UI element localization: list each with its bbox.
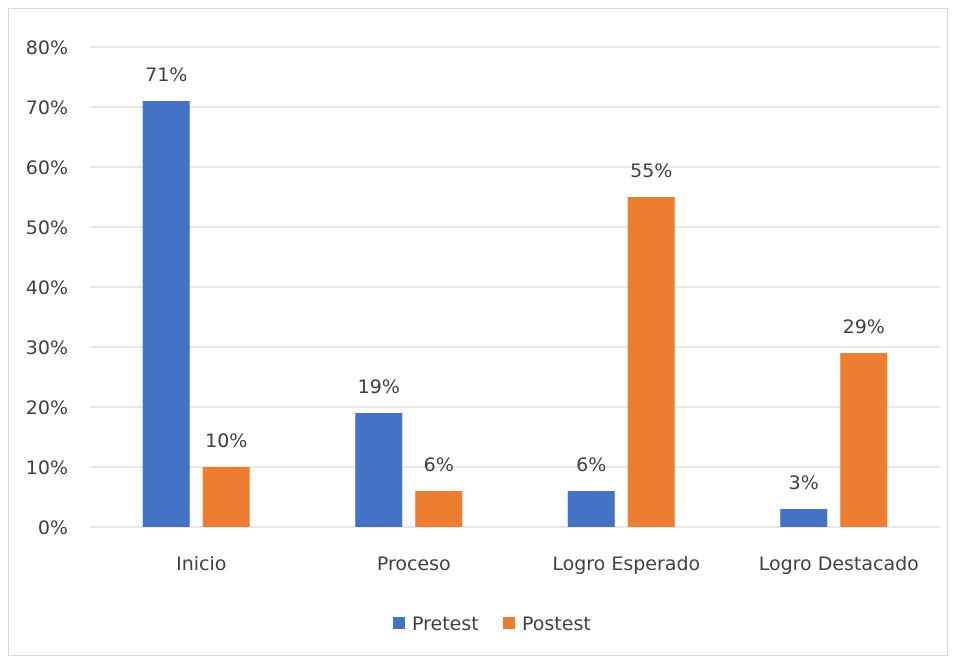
data-label: 6%: [424, 454, 454, 476]
category-label: Inicio: [176, 553, 226, 575]
data-label: 10%: [205, 430, 247, 452]
grid-layer: [90, 46, 940, 528]
x-axis: Inicio Proceso Logro Esperado Logro Destaca…: [176, 553, 919, 575]
y-tick-label: 30%: [26, 337, 68, 359]
legend-swatch-postest: [503, 617, 515, 629]
bar-pretest-proceso: [355, 413, 403, 527]
legend-swatch-pretest: [393, 617, 405, 629]
data-label: 6%: [576, 454, 606, 476]
data-label: 3%: [789, 472, 819, 494]
y-tick-label: 80%: [26, 37, 68, 59]
data-label: 19%: [358, 376, 400, 398]
y-tick-label: 40%: [26, 277, 68, 299]
bar-postest-inicio: [202, 467, 250, 527]
category-label: Proceso: [377, 553, 451, 575]
bar-postest-logro-esperado: [627, 197, 675, 527]
y-tick-label: 70%: [26, 97, 68, 119]
bar-pretest-logro-destacado: [780, 509, 828, 527]
legend-label-pretest: Pretest: [412, 613, 479, 635]
category-label: Logro Destacado: [759, 553, 919, 575]
bar-postest-logro-destacado: [840, 353, 888, 527]
y-tick-label: 50%: [26, 217, 68, 239]
y-axis: 0% 10% 20% 30% 40% 50% 60% 70% 80%: [26, 37, 68, 539]
data-label: 29%: [843, 316, 885, 338]
y-tick-label: 60%: [26, 157, 68, 179]
bar-postest-proceso: [415, 491, 463, 527]
bars: [142, 101, 888, 527]
data-labels: 71% 10% 19% 6% 6% 55% 3% 29%: [145, 64, 885, 494]
y-tick-label: 0%: [38, 517, 68, 539]
legend: Pretest Postest: [393, 613, 591, 635]
data-label: 71%: [145, 64, 187, 86]
bar-pretest-inicio: [142, 101, 190, 527]
bar-pretest-logro-esperado: [567, 491, 615, 527]
legend-label-postest: Postest: [522, 613, 591, 635]
y-tick-label: 10%: [26, 457, 68, 479]
y-tick-label: 20%: [26, 397, 68, 419]
category-label: Logro Esperado: [552, 553, 700, 575]
data-label: 55%: [630, 160, 672, 182]
